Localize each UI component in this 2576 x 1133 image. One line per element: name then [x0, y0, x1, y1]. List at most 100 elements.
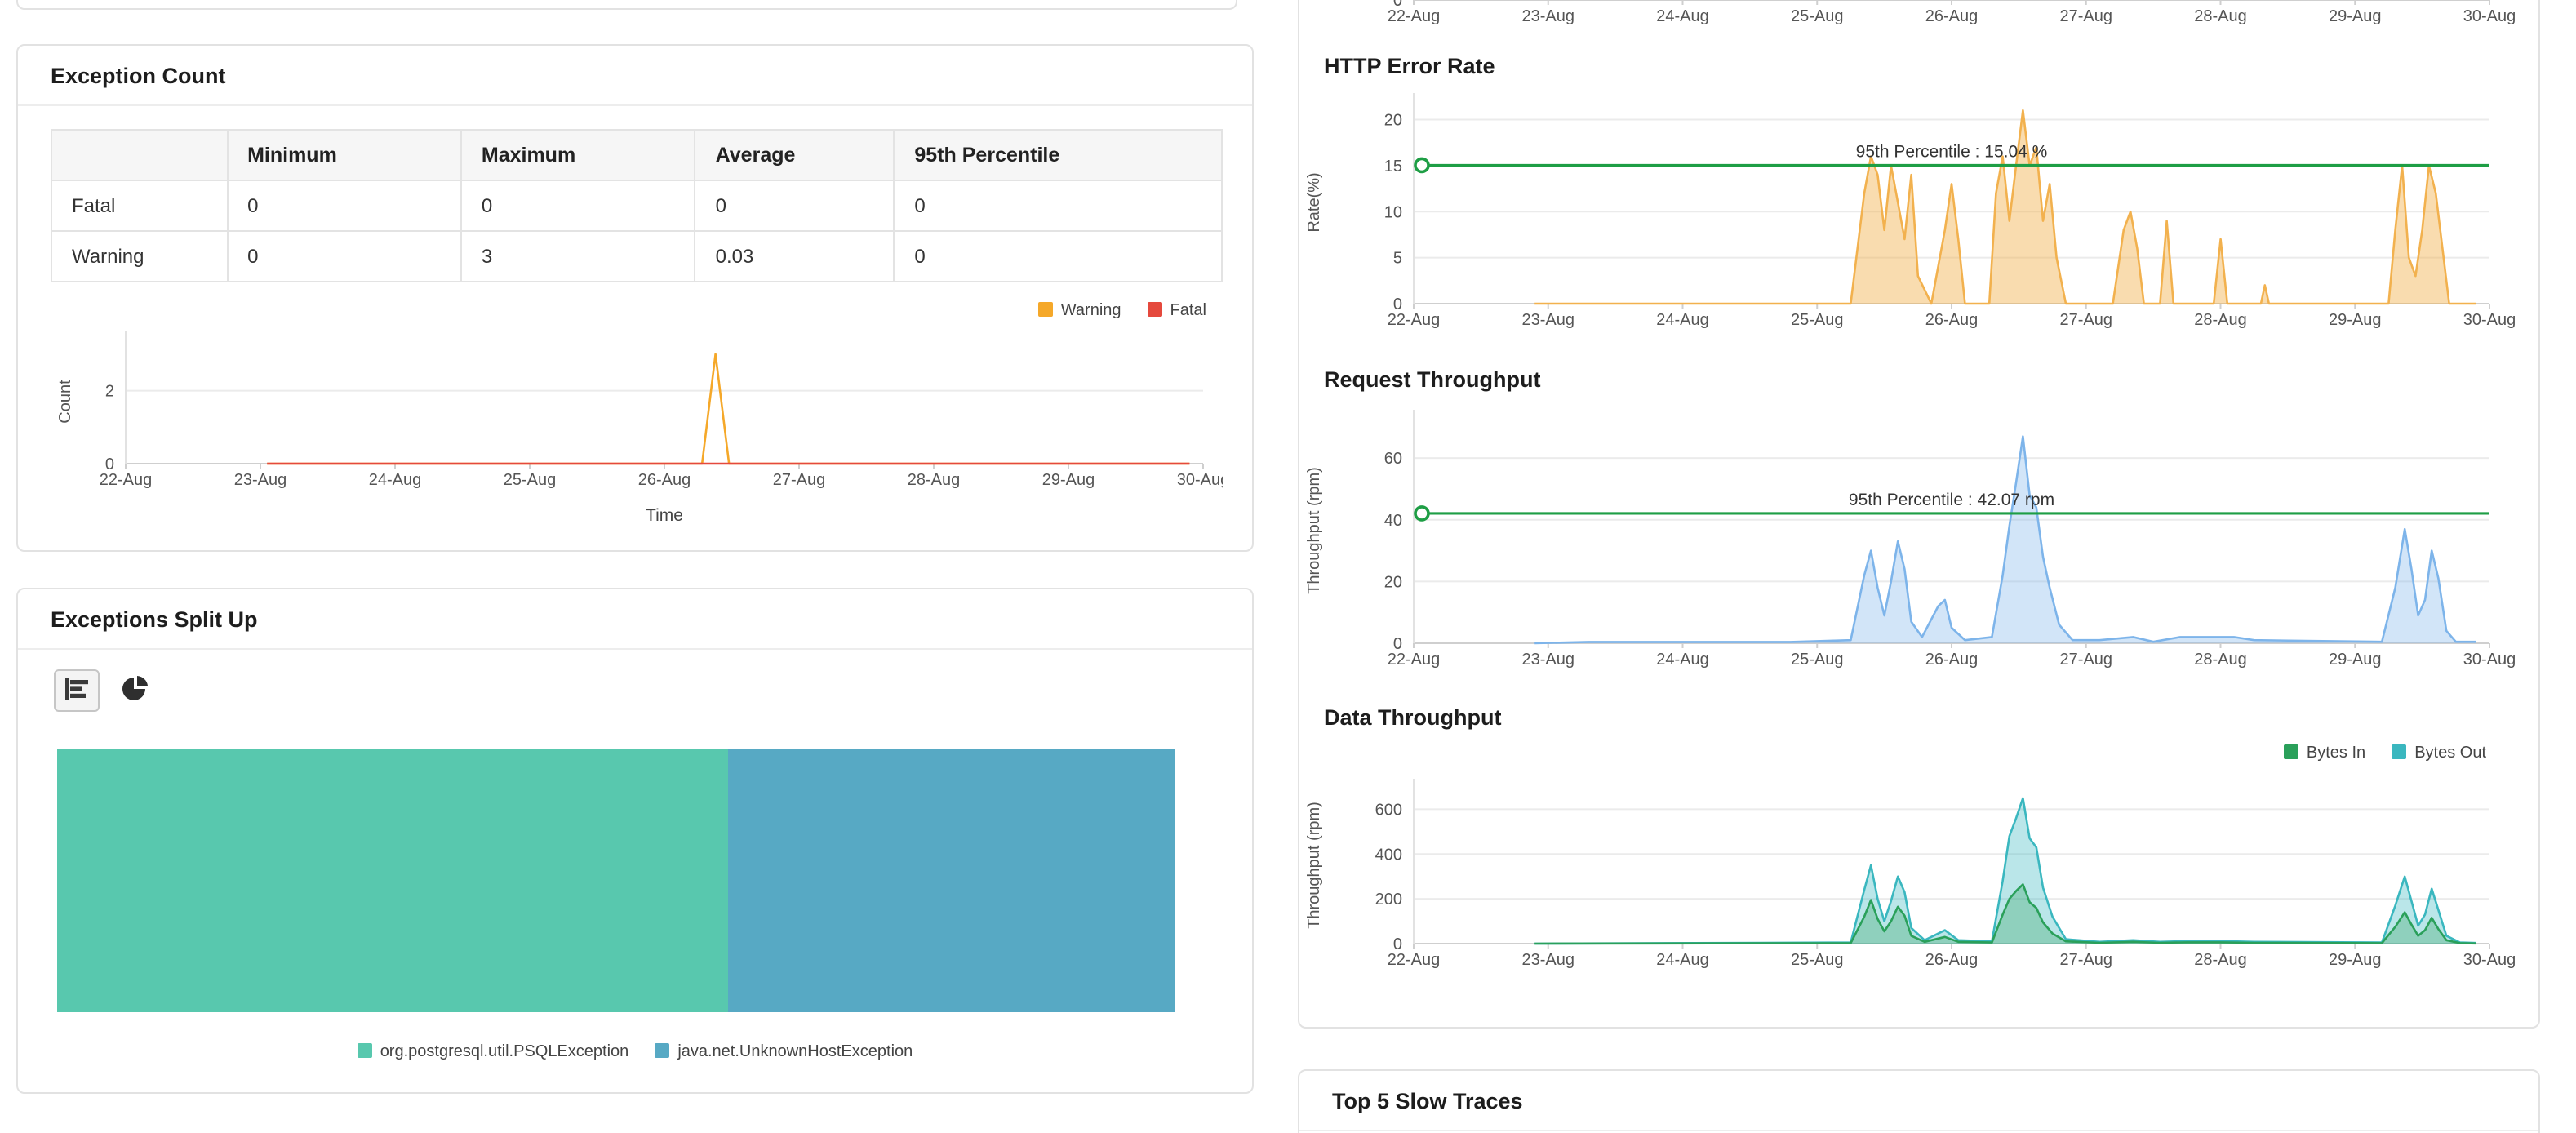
svg-text:30-Aug: 30-Aug [1177, 471, 1223, 489]
svg-text:0: 0 [1393, 295, 1402, 313]
svg-text:26-Aug: 26-Aug [1925, 311, 1979, 329]
table-header: Minimum Maximum Average 95th Percentile [51, 129, 1223, 181]
svg-text:27-Aug: 27-Aug [2060, 651, 2113, 669]
svg-text:24-Aug: 24-Aug [1656, 7, 1709, 25]
legend-item[interactable]: Bytes In [2283, 744, 2365, 762]
card-header: Top 5 Slow Traces [1299, 1071, 2538, 1131]
exceptions-split-legend: org.postgresql.util.PSQLException java.ne… [18, 1043, 1252, 1061]
stack-segment[interactable] [728, 749, 1175, 1012]
svg-text:20: 20 [1384, 573, 1402, 591]
svg-text:28-Aug: 28-Aug [2194, 7, 2247, 25]
table-row: Fatal 0 0 0 0 [51, 180, 1223, 232]
table-row: Warning 0 3 0.03 0 [51, 230, 1223, 282]
svg-text:20: 20 [1384, 112, 1402, 130]
table-cell: 0.03 [694, 230, 895, 282]
svg-text:26-Aug: 26-Aug [638, 471, 691, 489]
svg-text:Throughput (rpm): Throughput (rpm) [1305, 802, 1323, 929]
legend-item[interactable]: Bytes Out [2392, 744, 2486, 762]
svg-text:25-Aug: 25-Aug [1791, 951, 1844, 969]
svg-text:30-Aug: 30-Aug [2463, 651, 2516, 669]
svg-text:30-Aug: 30-Aug [2463, 7, 2516, 25]
svg-text:28-Aug: 28-Aug [2194, 651, 2247, 669]
svg-text:60: 60 [1384, 450, 1402, 468]
svg-text:Rate(%): Rate(%) [1305, 172, 1323, 232]
table-header-cell [51, 129, 229, 181]
table-cell: 0 [226, 180, 462, 232]
svg-text:25-Aug: 25-Aug [504, 471, 557, 489]
svg-text:29-Aug: 29-Aug [2329, 7, 2382, 25]
svg-text:40: 40 [1384, 512, 1402, 530]
svg-text:Throughput (rpm): Throughput (rpm) [1305, 467, 1323, 594]
request-throughput-title: Request Throughput [1324, 367, 1541, 392]
svg-text:30-Aug: 30-Aug [2463, 951, 2516, 969]
table-cell: 3 [460, 230, 696, 282]
svg-text:0: 0 [1393, 0, 1402, 10]
svg-text:24-Aug: 24-Aug [369, 471, 422, 489]
data-throughput-title: Data Throughput [1324, 705, 1502, 730]
svg-text:Time: Time [646, 506, 683, 525]
legend-item[interactable]: Warning [1037, 302, 1121, 320]
svg-text:25-Aug: 25-Aug [1791, 311, 1844, 329]
svg-text:27-Aug: 27-Aug [773, 471, 826, 489]
exceptions-split-card: Exceptions Split Up org.postgresql.util.… [16, 588, 1254, 1094]
svg-text:400: 400 [1375, 846, 1402, 864]
svg-text:26-Aug: 26-Aug [1925, 951, 1979, 969]
svg-text:24-Aug: 24-Aug [1656, 311, 1709, 329]
exceptions-stacked-bar [57, 749, 1175, 1012]
pie-chart-icon [122, 675, 149, 706]
svg-text:0: 0 [1393, 635, 1402, 653]
svg-text:23-Aug: 23-Aug [1522, 651, 1575, 669]
legend-swatch [655, 1043, 670, 1058]
svg-text:27-Aug: 27-Aug [2060, 311, 2113, 329]
table-cell: 0 [226, 230, 462, 282]
stack-segment[interactable] [57, 749, 728, 1012]
svg-text:200: 200 [1375, 891, 1402, 909]
bar-chart-view-button[interactable] [54, 669, 100, 712]
table-cell: 0 [893, 180, 1223, 232]
legend-swatch [1037, 302, 1053, 317]
legend-item[interactable]: Fatal [1147, 302, 1206, 320]
data-throughput-chart: 0 200 400 600 22-Aug 23-Aug 24-Aug 25-Aug 26-Aug… [1299, 771, 2542, 983]
split-view-toolbar [54, 669, 1252, 712]
table-cell: 0 [694, 180, 895, 232]
svg-text:10: 10 [1384, 203, 1402, 221]
http-error-rate-title: HTTP Error Rate [1324, 54, 1495, 78]
svg-text:28-Aug: 28-Aug [2194, 951, 2247, 969]
card-header: Exception Count [18, 46, 1252, 106]
svg-text:23-Aug: 23-Aug [1522, 951, 1575, 969]
svg-text:29-Aug: 29-Aug [1042, 471, 1095, 489]
legend-item[interactable]: org.postgresql.util.PSQLException [357, 1043, 628, 1061]
legend-swatch [1147, 302, 1162, 317]
card-header: Exceptions Split Up [18, 589, 1252, 650]
svg-text:22-Aug: 22-Aug [1388, 311, 1441, 329]
performance-charts-card: 0 22-Aug 23-Aug 24-Aug 25-Aug 26-Aug 27-Aug 28-… [1298, 0, 2540, 1029]
bar-chart-icon [64, 677, 90, 704]
data-throughput-legend: Bytes In Bytes Out [2283, 744, 2486, 762]
svg-text:22-Aug: 22-Aug [1388, 651, 1441, 669]
svg-text:25-Aug: 25-Aug [1791, 651, 1844, 669]
svg-text:27-Aug: 27-Aug [2060, 951, 2113, 969]
svg-text:22-Aug: 22-Aug [100, 471, 153, 489]
svg-text:23-Aug: 23-Aug [1522, 7, 1575, 25]
svg-text:22-Aug: 22-Aug [1388, 7, 1441, 25]
table-header-cell: Average [694, 129, 895, 181]
svg-text:15: 15 [1384, 158, 1402, 176]
row-label: Fatal [51, 180, 229, 232]
svg-text:28-Aug: 28-Aug [908, 471, 961, 489]
svg-text:Count: Count [56, 380, 74, 424]
svg-text:26-Aug: 26-Aug [1925, 651, 1979, 669]
legend-item[interactable]: java.net.UnknownHostException [655, 1043, 913, 1061]
svg-text:23-Aug: 23-Aug [1522, 311, 1575, 329]
svg-text:600: 600 [1375, 801, 1402, 819]
svg-text:95th Percentile : 15.04 %: 95th Percentile : 15.04 % [1856, 142, 2048, 161]
legend-swatch [2392, 744, 2407, 759]
pie-chart-view-button[interactable] [113, 669, 158, 712]
table-cell: 0 [893, 230, 1223, 282]
svg-text:5: 5 [1393, 250, 1402, 268]
svg-text:95th Percentile : 42.07 rpm: 95th Percentile : 42.07 rpm [1849, 491, 2054, 509]
table-header-cell: Maximum [460, 129, 696, 181]
table-cell: 0 [460, 180, 696, 232]
table-header-cell: 95th Percentile [893, 129, 1223, 181]
row-label: Warning [51, 230, 229, 282]
